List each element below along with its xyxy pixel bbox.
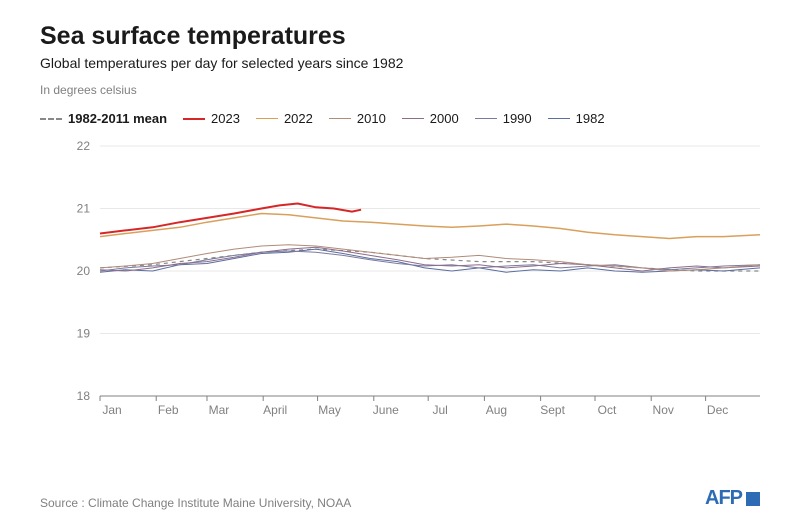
legend-item: 1982 xyxy=(548,111,605,126)
svg-text:June: June xyxy=(373,403,399,417)
legend-item: 2010 xyxy=(329,111,386,126)
svg-text:Nov: Nov xyxy=(653,403,674,417)
legend-swatch xyxy=(183,118,205,120)
svg-text:Aug: Aug xyxy=(486,403,507,417)
source-text: Source : Climate Change Institute Maine … xyxy=(40,496,351,510)
legend-item: 2000 xyxy=(402,111,459,126)
legend-swatch xyxy=(402,118,424,119)
svg-text:19: 19 xyxy=(77,327,91,341)
legend-label: 1982 xyxy=(576,111,605,126)
legend-swatch xyxy=(40,118,62,120)
legend-item: 2022 xyxy=(256,111,313,126)
legend-item: 1982-2011 mean xyxy=(40,111,167,126)
legend-swatch xyxy=(256,118,278,120)
legend: 1982-2011 mean 2023 2022 2010 2000 1990 1982 xyxy=(40,111,760,126)
svg-text:Feb: Feb xyxy=(158,403,179,417)
svg-text:Jan: Jan xyxy=(102,403,121,417)
legend-item: 1990 xyxy=(475,111,532,126)
svg-text:Sept: Sept xyxy=(540,403,565,417)
afp-text: AFP xyxy=(705,487,742,510)
legend-item: 2023 xyxy=(183,111,240,126)
afp-square-icon xyxy=(746,492,760,506)
line-chart: 18 19 20 21 22 Jan Feb Mar April May June Jul Aug Sep… xyxy=(40,136,760,426)
legend-label: 2023 xyxy=(211,111,240,126)
svg-text:Oct: Oct xyxy=(598,403,617,417)
chart-subtitle: Global temperatures per day for selected… xyxy=(40,55,760,71)
legend-swatch xyxy=(329,118,351,119)
legend-label: 1982-2011 mean xyxy=(68,111,167,126)
legend-label: 2022 xyxy=(284,111,313,126)
legend-label: 2010 xyxy=(357,111,386,126)
svg-text:22: 22 xyxy=(77,139,91,153)
svg-text:Dec: Dec xyxy=(707,403,728,417)
svg-text:May: May xyxy=(318,403,341,417)
legend-swatch xyxy=(548,118,570,119)
legend-label: 1990 xyxy=(503,111,532,126)
svg-text:April: April xyxy=(263,403,287,417)
chart-title: Sea surface temperatures xyxy=(40,22,760,51)
svg-text:Jul: Jul xyxy=(433,403,448,417)
svg-text:Mar: Mar xyxy=(209,403,230,417)
y-axis-label: In degrees celsius xyxy=(40,83,760,97)
svg-text:18: 18 xyxy=(77,389,91,403)
svg-text:21: 21 xyxy=(77,202,91,216)
legend-label: 2000 xyxy=(430,111,459,126)
chart-area: 18 19 20 21 22 Jan Feb Mar April May June Jul Aug Sep… xyxy=(40,136,760,426)
afp-logo: AFP xyxy=(705,487,760,510)
legend-swatch xyxy=(475,118,497,119)
svg-text:20: 20 xyxy=(77,264,91,278)
